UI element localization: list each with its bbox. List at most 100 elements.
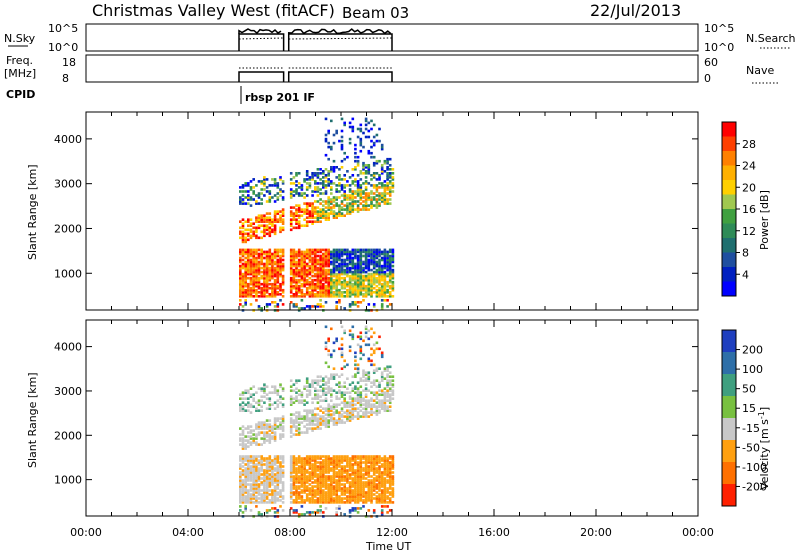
data-cell <box>386 178 389 181</box>
data-cell <box>354 459 357 462</box>
data-cell <box>308 176 312 179</box>
data-cell <box>348 415 352 418</box>
data-cell <box>268 439 272 442</box>
data-cell <box>343 393 346 396</box>
data-cell <box>268 463 272 466</box>
time-axis-labels: 00:00 04:00 08:00 12:00 16:00 20:00 00:00 <box>70 526 714 539</box>
data-cell <box>356 286 360 290</box>
data-cell <box>249 228 253 232</box>
data-cell <box>356 208 360 211</box>
colorbar-frame <box>721 329 737 507</box>
data-cell <box>327 276 330 280</box>
data-cell <box>322 377 325 380</box>
data-cell <box>343 501 346 504</box>
data-cell <box>314 272 317 276</box>
data-cell <box>263 391 266 394</box>
data-cell <box>348 198 352 201</box>
data-cell <box>378 174 381 177</box>
data-cell <box>322 172 325 175</box>
data-cell <box>378 250 381 254</box>
data-cell <box>362 339 365 343</box>
data-cell <box>324 499 328 502</box>
data-cell <box>378 186 381 189</box>
data-cell <box>343 397 346 400</box>
data-cell <box>257 401 261 404</box>
data-cell <box>295 180 298 183</box>
data-cell <box>335 129 338 133</box>
data-cell <box>295 305 298 308</box>
data-cell <box>300 477 304 480</box>
data-cell <box>279 467 282 470</box>
data-cell <box>239 457 242 460</box>
data-cell <box>327 387 330 390</box>
data-cell <box>386 457 389 460</box>
data-cell <box>388 395 392 398</box>
data-cell <box>340 471 344 474</box>
data-cell <box>314 489 317 492</box>
data-cell <box>289 455 293 458</box>
data-cell <box>289 262 293 266</box>
data-cell <box>340 280 344 284</box>
data-cell <box>316 258 320 262</box>
data-cell <box>252 192 255 195</box>
data-cell <box>281 389 285 392</box>
data-cell <box>343 467 346 470</box>
colorbar-tick-label: 28 <box>742 138 756 151</box>
data-cell <box>300 467 304 470</box>
data-cell <box>276 465 280 468</box>
data-cell <box>281 226 285 230</box>
data-cell <box>367 254 371 258</box>
data-cell <box>257 487 261 490</box>
data-cell <box>388 172 392 175</box>
data-cell <box>247 389 250 392</box>
colorbar-segment <box>722 151 736 166</box>
data-cell <box>372 461 376 464</box>
data-cell <box>356 387 360 390</box>
data-cell <box>279 383 282 386</box>
data-cell <box>375 409 379 412</box>
data-cell <box>386 176 389 179</box>
data-cell <box>388 493 392 496</box>
data-cell <box>281 276 285 280</box>
data-cell <box>372 511 376 514</box>
data-cell <box>316 501 320 504</box>
data-cell <box>311 475 314 478</box>
data-cell <box>319 284 322 288</box>
data-cell <box>346 473 349 476</box>
data-cell <box>247 473 250 476</box>
data-cell <box>239 483 242 486</box>
data-cell <box>289 417 293 420</box>
data-cell <box>327 268 330 272</box>
data-cell <box>308 477 312 480</box>
data-cell <box>388 381 392 384</box>
data-cell <box>252 252 255 256</box>
data-cell <box>295 174 298 177</box>
data-cell <box>364 198 368 201</box>
data-cell <box>332 291 336 294</box>
data-cell <box>322 489 325 492</box>
data-cell <box>338 250 341 254</box>
data-cell <box>308 497 312 500</box>
data-cell <box>263 282 266 286</box>
data-cell <box>263 383 266 386</box>
data-cell <box>351 260 355 264</box>
data-cell <box>356 264 360 268</box>
data-cell <box>367 260 371 264</box>
data-cell <box>255 295 258 298</box>
data-cell <box>343 471 346 474</box>
data-cell <box>268 403 272 406</box>
data-cell <box>316 248 320 252</box>
data-cell <box>386 250 389 254</box>
data-cell <box>370 272 373 276</box>
data-cell <box>386 274 389 278</box>
data-cell <box>380 184 384 187</box>
data-cell <box>263 421 266 424</box>
data-cell <box>311 495 314 498</box>
data-cell <box>332 413 336 416</box>
data-cell <box>311 423 314 426</box>
data-cell <box>343 469 346 472</box>
data-cell <box>311 174 314 177</box>
data-cell <box>324 463 328 466</box>
data-cell <box>271 425 274 428</box>
